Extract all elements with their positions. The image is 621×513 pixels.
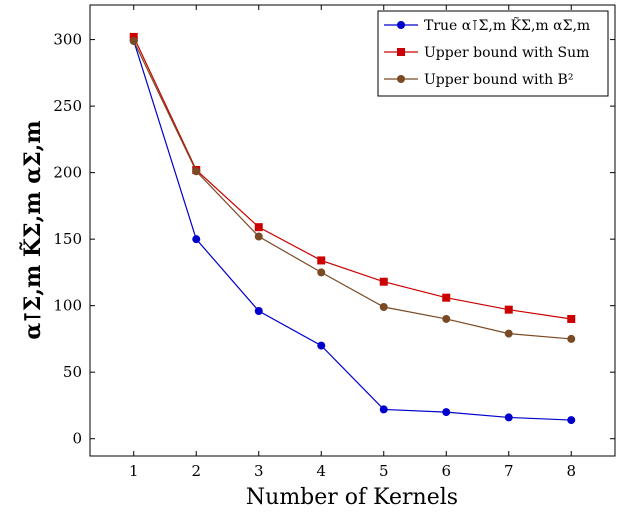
y-tick-label: 100 (53, 297, 82, 315)
axes: 1 2 3 4 5 6 7 8 0 50 100 150 200 250 300 (53, 5, 615, 480)
legend-swatch-marker (397, 48, 405, 56)
data-point (504, 305, 513, 314)
y-tick-label: 0 (72, 430, 82, 448)
x-tick-label: 3 (254, 462, 264, 480)
y-tick-label: 200 (53, 164, 82, 182)
legend-entry: True α⊺Σ,m K̃Σ,m αΣ,m (384, 16, 590, 34)
x-tick-label: 8 (566, 462, 576, 480)
data-point (254, 223, 263, 232)
x-tick-label: 7 (504, 462, 514, 480)
data-point (317, 256, 326, 265)
data-point (254, 232, 263, 241)
data-point (379, 302, 388, 311)
data-point (379, 277, 388, 286)
y-tick-label: 50 (63, 363, 82, 381)
y-axis-title: α⊺Σ,m K̃Σ,m αΣ,m (20, 120, 46, 339)
legend-swatch-marker (397, 21, 405, 29)
y-axis-title-text: α⊺Σ,m K̃Σ,m αΣ,m (20, 120, 46, 339)
data-point (317, 268, 326, 277)
data-point (567, 334, 576, 343)
legend-entry: Upper bound with B² (384, 72, 573, 88)
data-point (504, 413, 513, 422)
data-point (192, 167, 201, 176)
data-point (567, 314, 576, 323)
data-point (442, 314, 451, 323)
x-tick-label: 6 (441, 462, 451, 480)
legend-label: True α⊺Σ,m K̃Σ,m αΣ,m (424, 16, 590, 34)
series-layer (129, 32, 576, 425)
legend-label: Upper bound with B² (424, 72, 573, 88)
y-tick-label: 150 (53, 230, 82, 248)
series-line (133, 40, 572, 340)
series-line (133, 36, 572, 320)
y-tick-label: 300 (53, 31, 82, 49)
data-point (317, 341, 326, 350)
x-tick-label: 1 (129, 462, 139, 480)
plot-frame (89, 4, 616, 457)
series-3 (129, 36, 576, 343)
data-point (379, 405, 388, 414)
data-point (567, 416, 576, 425)
x-tick-label: 2 (191, 462, 201, 480)
x-tick-label: 4 (316, 462, 326, 480)
data-point (442, 408, 451, 417)
data-point (504, 329, 513, 338)
legend-entry: Upper bound with Sum (384, 45, 589, 61)
series-line (133, 40, 572, 421)
data-point (192, 235, 201, 244)
legend-label: Upper bound with Sum (424, 45, 589, 61)
data-point (129, 36, 138, 45)
data-point (254, 306, 263, 315)
legend-swatch-marker (397, 75, 405, 83)
y-tick-label: 250 (53, 97, 82, 115)
legend: True α⊺Σ,m K̃Σ,m αΣ,m Upper bound with Su… (377, 10, 609, 97)
x-axis-title: Number of Kernels (246, 485, 458, 510)
data-point (442, 293, 451, 302)
x-tick-label: 5 (379, 462, 389, 480)
